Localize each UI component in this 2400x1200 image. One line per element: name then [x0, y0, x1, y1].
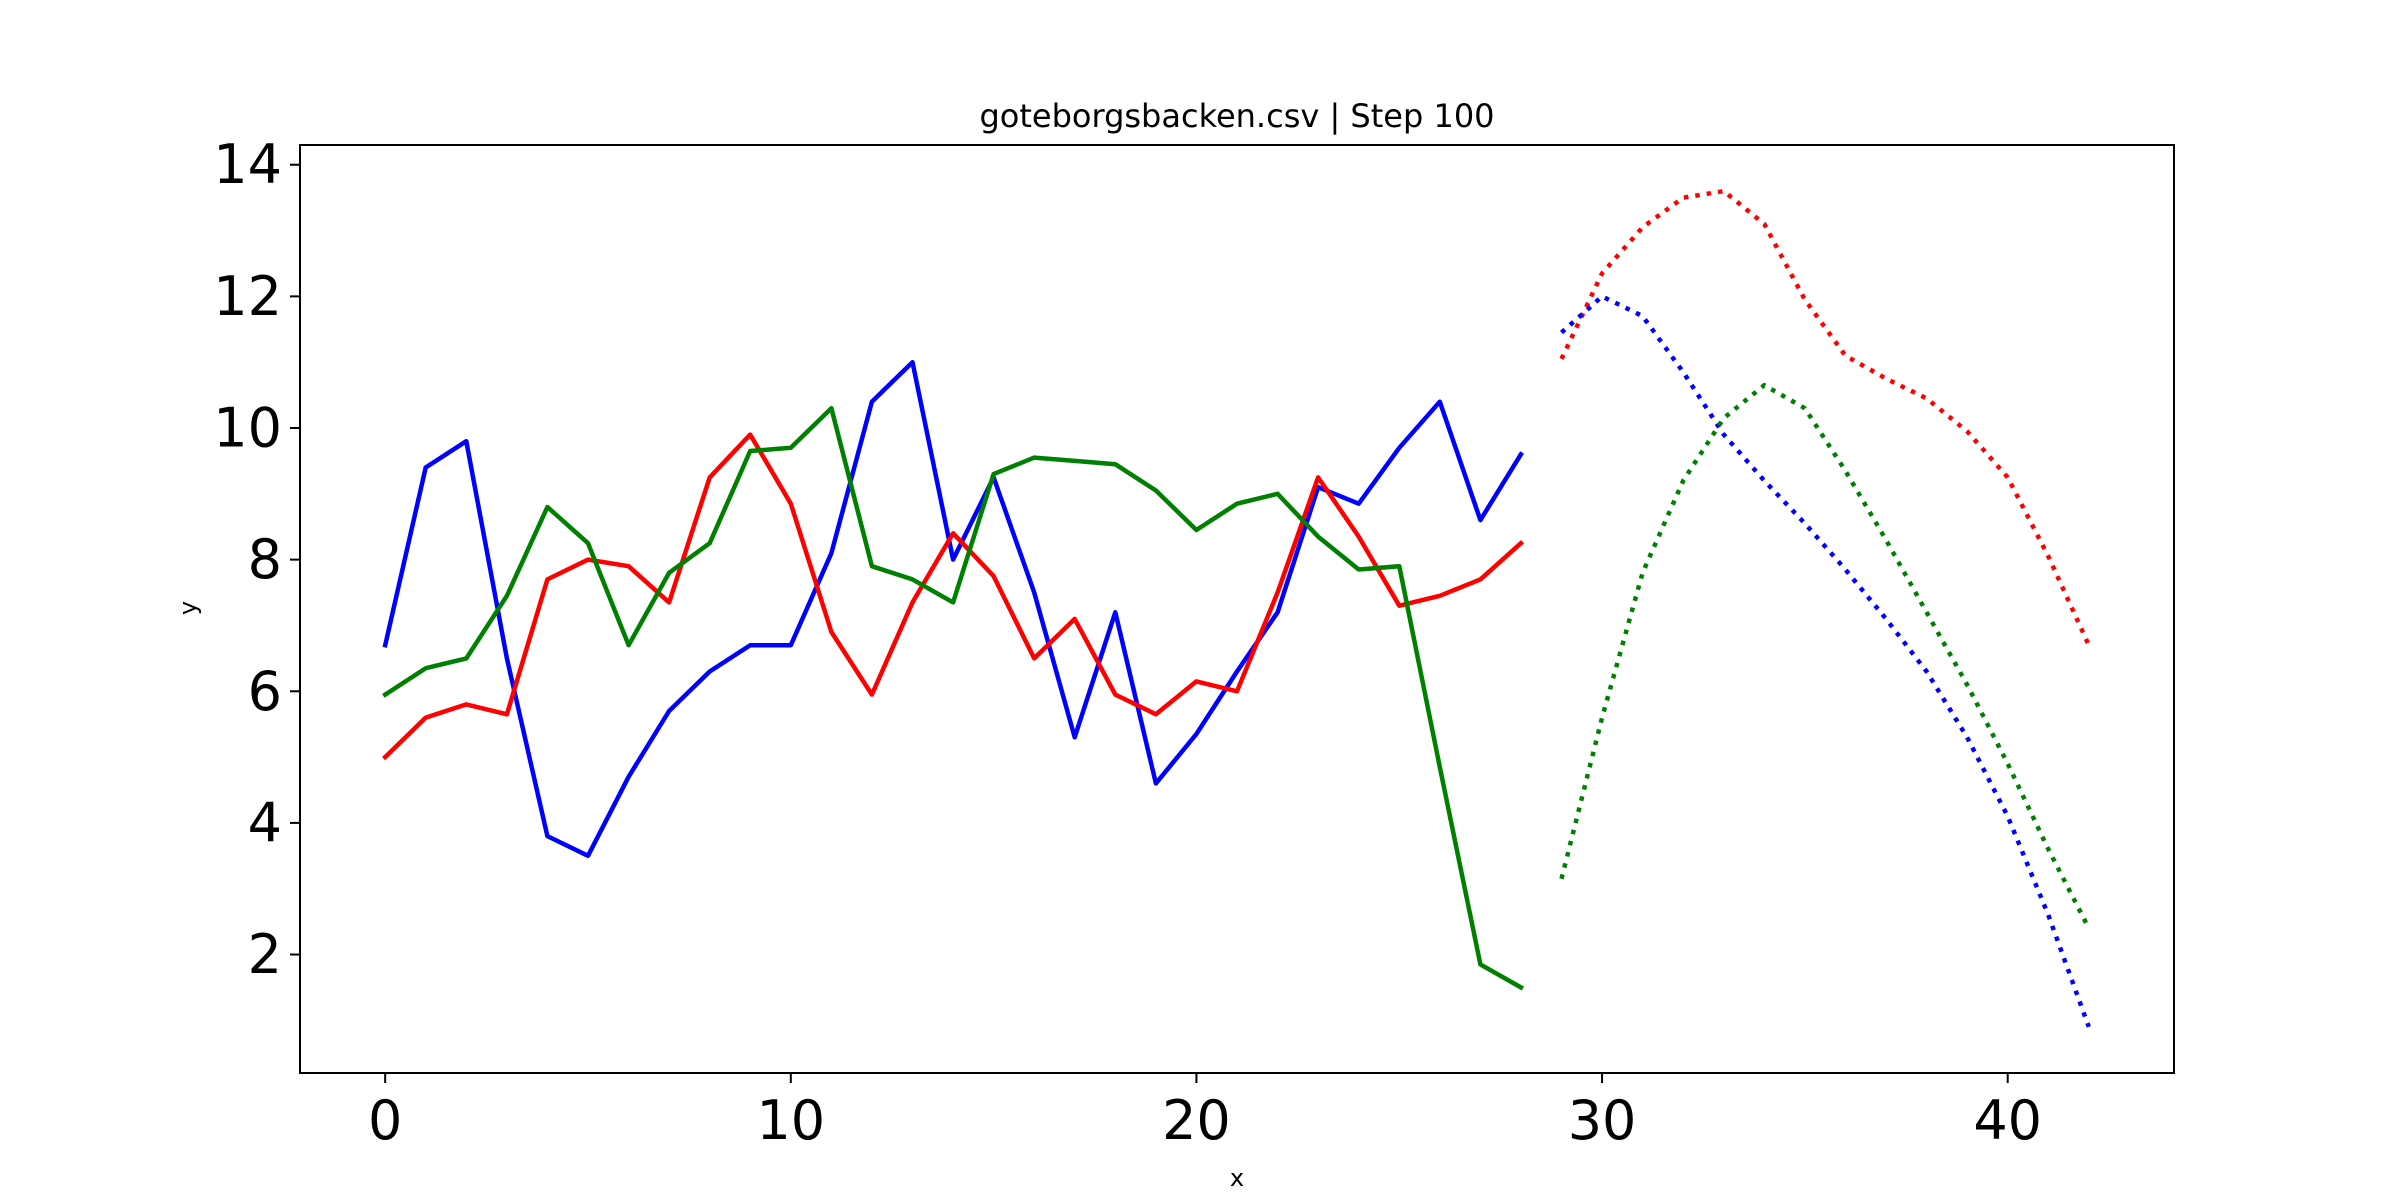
- y-tick-label: 8: [248, 528, 282, 591]
- y-tick-label: 12: [213, 265, 282, 328]
- x-tick-label: 20: [1162, 1089, 1231, 1152]
- plot-frame: [299, 144, 2175, 1074]
- series-line-5: [1560, 294, 2091, 1028]
- x-tick-label: 10: [756, 1089, 825, 1152]
- y-axis-label: y: [174, 601, 202, 615]
- series-line-4: [1559, 188, 2091, 647]
- chart-title: goteborgsbacken.csv | Step 100: [979, 97, 1494, 135]
- axis-ticks: 0 10 20 30 40 2 4 6 8 10 12 14: [213, 133, 2042, 1152]
- x-axis-label: x: [1230, 1164, 1244, 1192]
- y-tick-label: 2: [248, 923, 282, 986]
- x-tick-label: 40: [1973, 1089, 2042, 1152]
- x-tick-label: 0: [368, 1089, 402, 1152]
- x-tick-label: 30: [1568, 1089, 1637, 1152]
- y-tick-label: 14: [213, 133, 282, 196]
- y-tick-label: 6: [248, 660, 282, 723]
- series-line-2: [382, 432, 1525, 761]
- y-tick-label: 4: [248, 791, 282, 854]
- series-line-3: [382, 406, 1524, 991]
- series-line-1: [382, 359, 1524, 859]
- y-tick-label: 10: [213, 397, 282, 460]
- plot-area: [382, 188, 2091, 1028]
